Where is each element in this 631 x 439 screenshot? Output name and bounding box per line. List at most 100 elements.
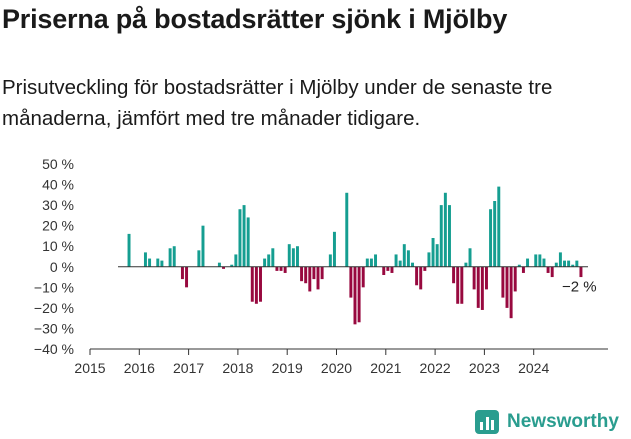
- bar: [526, 258, 530, 267]
- bar: [435, 244, 439, 267]
- x-tick-label: 2021: [370, 360, 401, 376]
- bar: [283, 266, 287, 273]
- bar: [501, 266, 505, 298]
- bar: [468, 248, 472, 267]
- bar: [423, 266, 427, 271]
- bar: [148, 258, 152, 267]
- bar: [554, 262, 558, 267]
- bar: [472, 266, 476, 290]
- bar: [374, 254, 378, 267]
- bar: [217, 262, 221, 267]
- bar: [263, 258, 267, 267]
- bar: [246, 217, 250, 267]
- x-tick-label: 2016: [124, 360, 155, 376]
- bar: [279, 266, 283, 271]
- bar: [382, 266, 386, 275]
- x-tick-label: 2015: [74, 360, 105, 376]
- bar: [267, 254, 271, 267]
- bar: [295, 246, 299, 267]
- bar: [480, 266, 484, 310]
- bar: [312, 266, 316, 280]
- bar: [160, 260, 164, 267]
- bar: [259, 266, 262, 302]
- bar: [197, 250, 201, 267]
- bar: [156, 258, 160, 267]
- bar: [357, 266, 361, 323]
- last-value-label: −2 %: [562, 278, 597, 295]
- bar: [517, 264, 521, 267]
- bar: [567, 260, 571, 267]
- bar: [398, 260, 402, 267]
- x-tick-label: 2022: [420, 360, 451, 376]
- chart-title: Priserna på bostadsrätter sjönk i Mjölby: [2, 4, 508, 34]
- bar: [489, 209, 493, 267]
- newsworthy-logo: Newsworthy: [475, 408, 619, 436]
- bar-chart: 50 % 40 % 30 % 20 % 10 % 0 % −10 % −20 % −30 % −4…: [34, 156, 608, 376]
- brand-name: Newsworthy: [507, 411, 619, 432]
- x-tick-label: 2019: [272, 360, 303, 376]
- bar: [448, 205, 451, 267]
- bar: [300, 266, 304, 282]
- x-tick-label: 2020: [321, 360, 352, 376]
- y-tick-label: 20 %: [42, 218, 74, 234]
- bar: [464, 262, 468, 267]
- y-tick-label: 30 %: [42, 197, 74, 213]
- bar: [575, 260, 579, 267]
- bar: [320, 266, 324, 280]
- bar: [439, 205, 443, 267]
- bar: [222, 266, 225, 269]
- bar: [168, 248, 172, 267]
- bar: [431, 238, 435, 267]
- bar: [291, 248, 295, 267]
- bar: [242, 205, 246, 267]
- bar: [349, 266, 353, 298]
- bar: [345, 192, 349, 267]
- bar: [497, 186, 501, 267]
- bar: [185, 266, 189, 288]
- x-tick-label: 2017: [173, 360, 204, 376]
- bar: [546, 266, 550, 273]
- y-tick-label: −20 %: [34, 300, 74, 316]
- y-tick-label: 0 %: [50, 259, 74, 275]
- bar: [509, 266, 513, 319]
- bar: [452, 266, 456, 284]
- bar: [271, 248, 275, 267]
- bar: [234, 254, 238, 267]
- bar: [571, 264, 575, 267]
- bar: [254, 266, 258, 304]
- bar: [505, 266, 509, 308]
- bar: [402, 244, 406, 267]
- bar: [275, 266, 279, 271]
- bar: [579, 266, 583, 278]
- bar: [443, 192, 447, 267]
- bar: [563, 260, 566, 267]
- bar: [332, 231, 336, 267]
- bar: [406, 250, 410, 267]
- bar: [250, 266, 254, 302]
- x-tick-label: 2023: [469, 360, 500, 376]
- bar: [534, 254, 538, 267]
- bar: [230, 264, 234, 267]
- bar: [127, 233, 131, 267]
- bar: [558, 252, 562, 267]
- bar: [476, 266, 480, 308]
- bar: [493, 201, 497, 267]
- bar: [456, 266, 460, 304]
- bar-chart-icon: [475, 410, 499, 434]
- bar: [238, 209, 242, 267]
- bar: [316, 266, 320, 290]
- bar: [550, 266, 554, 278]
- x-tick-label: 2024: [518, 360, 549, 376]
- bar: [542, 258, 546, 267]
- bar: [427, 252, 431, 267]
- bar: [460, 266, 464, 304]
- bar: [390, 266, 394, 273]
- bar: [361, 266, 365, 288]
- bar: [172, 246, 176, 267]
- chart-subtitle: Prisutveckling för bostadsrätter i Mjölb…: [2, 76, 553, 130]
- bar: [143, 252, 147, 267]
- bar: [419, 266, 423, 290]
- y-tick-label: 50 %: [42, 156, 74, 172]
- y-tick-label: 10 %: [42, 238, 74, 254]
- bar: [411, 262, 414, 267]
